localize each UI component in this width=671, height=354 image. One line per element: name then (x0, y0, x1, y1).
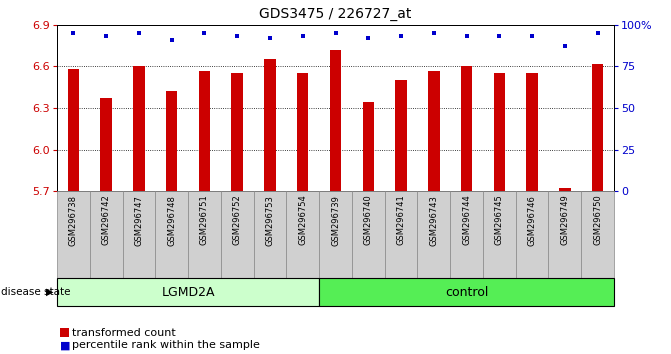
Text: GSM296742: GSM296742 (102, 195, 111, 245)
Bar (516, 191, 548, 278)
Text: GSM296751: GSM296751 (200, 195, 209, 245)
Text: GSM296754: GSM296754 (298, 195, 307, 245)
Text: GSM296743: GSM296743 (429, 195, 438, 246)
Point (396, 34, 407, 39)
Bar (592, 64, 603, 191)
Bar (548, 191, 581, 278)
Text: GSM296750: GSM296750 (593, 195, 602, 245)
Bar (90, 191, 123, 278)
Bar (57, 191, 90, 278)
Point (592, 30, 603, 36)
Text: GSM296749: GSM296749 (560, 195, 569, 245)
Bar (57, 278, 319, 306)
Text: GSM296752: GSM296752 (233, 195, 242, 245)
Bar (68, 69, 79, 191)
Bar (329, 50, 342, 191)
Bar (188, 191, 221, 278)
Point (527, 34, 537, 39)
Bar (417, 191, 450, 278)
Bar (494, 73, 505, 191)
Bar (526, 73, 537, 191)
Bar (123, 191, 155, 278)
Bar (297, 73, 309, 191)
Text: GSM296744: GSM296744 (462, 195, 471, 245)
Point (560, 44, 570, 49)
Point (461, 34, 472, 39)
Text: transformed count: transformed count (72, 328, 176, 338)
Point (134, 30, 144, 36)
Bar (384, 191, 417, 278)
Bar (166, 91, 177, 191)
Text: GSM296748: GSM296748 (167, 195, 176, 246)
Text: control: control (445, 286, 488, 298)
Bar (362, 102, 374, 191)
Bar (199, 70, 210, 191)
Bar (287, 191, 319, 278)
Bar (461, 67, 472, 191)
Bar (559, 188, 570, 191)
Bar (483, 191, 516, 278)
Bar (155, 191, 188, 278)
Text: GSM296741: GSM296741 (397, 195, 405, 245)
Bar (352, 191, 384, 278)
Point (232, 34, 243, 39)
Bar (319, 278, 614, 306)
Text: GSM296740: GSM296740 (364, 195, 373, 245)
Bar (134, 67, 145, 191)
Text: GSM296738: GSM296738 (69, 195, 78, 246)
Text: GSM296753: GSM296753 (266, 195, 274, 246)
Title: GDS3475 / 226727_at: GDS3475 / 226727_at (259, 7, 412, 21)
Bar (264, 59, 276, 191)
Point (68, 30, 79, 36)
Bar (581, 191, 614, 278)
Point (166, 37, 177, 42)
Text: percentile rank within the sample: percentile rank within the sample (72, 340, 260, 350)
Text: GSM296745: GSM296745 (495, 195, 504, 245)
Bar (319, 191, 352, 278)
Point (101, 34, 111, 39)
Bar (428, 70, 440, 191)
Bar (395, 80, 407, 191)
Text: GSM296746: GSM296746 (527, 195, 537, 246)
Text: ■: ■ (60, 340, 70, 350)
Point (428, 30, 439, 36)
Text: disease state: disease state (1, 287, 70, 297)
Point (264, 35, 275, 41)
Bar (450, 191, 483, 278)
Bar (231, 73, 243, 191)
Point (297, 34, 308, 39)
Text: ▶: ▶ (46, 287, 54, 297)
Point (494, 34, 505, 39)
Text: GSM296747: GSM296747 (134, 195, 144, 246)
Bar (254, 191, 287, 278)
Text: LGMD2A: LGMD2A (161, 286, 215, 298)
Point (330, 30, 341, 36)
Point (363, 35, 374, 41)
Point (199, 30, 210, 36)
Bar (101, 98, 112, 191)
Bar (221, 191, 254, 278)
Text: GSM296739: GSM296739 (331, 195, 340, 246)
